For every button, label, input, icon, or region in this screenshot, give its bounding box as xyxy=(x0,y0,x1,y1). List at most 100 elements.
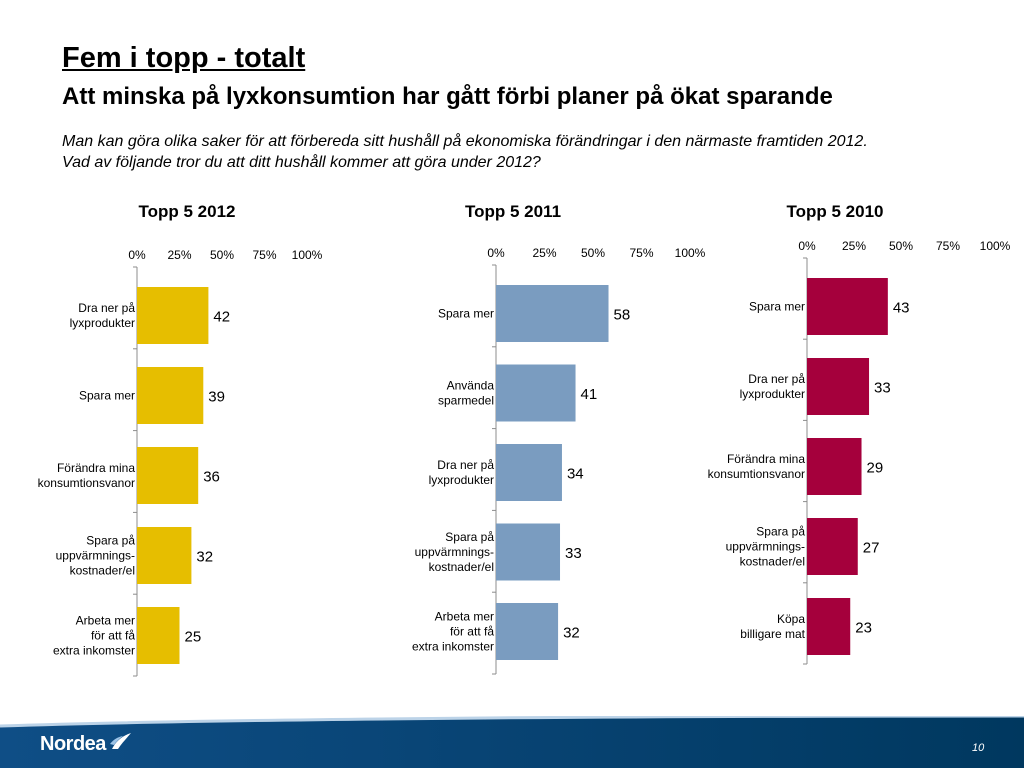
x-tick-label: 100% xyxy=(675,246,706,260)
category-label: Använda sparmedel xyxy=(438,379,494,408)
category-label-line: konsumtionsvanor xyxy=(38,476,135,490)
category-label-line: Dra ner på xyxy=(748,372,805,386)
page-subtitle: Att minska på lyxkonsumtion har gått för… xyxy=(62,83,833,110)
bar xyxy=(496,523,561,581)
bar xyxy=(807,438,862,495)
category-label-line: Spara på xyxy=(445,530,494,544)
data-label: 32 xyxy=(563,625,580,642)
survey-question-line: Vad av följande tror du att ditt hushåll… xyxy=(62,154,541,171)
category-label: Dra ner på lyxprodukter xyxy=(70,301,136,330)
category-label: Förändra mina konsumtionsvanor xyxy=(708,452,806,481)
category-label-line: Dra ner på xyxy=(437,458,494,472)
category-label-line: sparmedel xyxy=(438,394,494,408)
bar xyxy=(137,287,209,344)
data-label: 58 xyxy=(614,307,631,324)
data-label: 27 xyxy=(863,540,880,557)
data-label: 42 xyxy=(213,309,230,326)
page-title: Fem i topp - totalt xyxy=(62,42,306,74)
x-tick-label: 100% xyxy=(292,248,323,262)
category-label-line: lyxprodukter xyxy=(429,473,494,487)
category-label-line: extra inkomster xyxy=(412,640,494,654)
bar xyxy=(137,607,180,664)
category-label-line: Spara mer xyxy=(438,307,494,321)
data-label: 32 xyxy=(196,549,213,566)
category-label-line: Förändra mina xyxy=(727,452,805,466)
x-tick-label: 75% xyxy=(252,248,276,262)
category-label-line: Arbeta mer xyxy=(435,610,494,624)
bar xyxy=(807,598,851,655)
category-label-line: extra inkomster xyxy=(53,644,135,658)
category-label-line: för att få xyxy=(450,625,494,639)
x-tick-label: 50% xyxy=(210,248,234,262)
x-tick-label: 50% xyxy=(581,246,605,260)
bar xyxy=(137,527,192,584)
x-tick-label: 25% xyxy=(532,246,556,260)
bar xyxy=(496,444,562,501)
data-label: 36 xyxy=(203,469,220,486)
x-tick-label: 100% xyxy=(980,239,1011,253)
category-label-line: Använda xyxy=(447,379,495,393)
data-label: 33 xyxy=(874,380,891,397)
category-label: Spara på uppvärmnings-kostnader/el xyxy=(56,534,136,578)
data-label: 33 xyxy=(565,545,582,562)
category-label-line: lyxprodukter xyxy=(740,387,805,401)
data-label: 41 xyxy=(581,386,598,403)
category-label: Dra ner på lyxprodukter xyxy=(740,372,806,401)
survey-question: Man kan göra olika saker för att förbere… xyxy=(62,131,982,173)
x-tick-label: 75% xyxy=(936,239,960,253)
category-label-line: uppvärmnings- xyxy=(415,545,494,559)
x-tick-label: 50% xyxy=(889,239,913,253)
category-label-line: Spara på xyxy=(86,534,135,548)
data-label: 25 xyxy=(185,629,202,646)
bar xyxy=(807,278,888,335)
survey-question-line: Man kan göra olika saker för att förbere… xyxy=(62,133,868,150)
category-label: Spara på uppvärmnings-kostnader/el xyxy=(726,525,806,569)
chart-title: Topp 5 2012 xyxy=(139,202,236,221)
footer-band xyxy=(0,716,1024,768)
x-tick-label: 0% xyxy=(798,239,816,253)
category-label: Köpa billigare mat xyxy=(740,612,805,641)
chart-title: Topp 5 2011 xyxy=(465,202,561,221)
category-label-line: Köpa xyxy=(777,612,805,626)
data-label: 29 xyxy=(867,460,884,477)
category-label: Arbeta mer för att få extra inkomster xyxy=(412,610,494,654)
x-tick-label: 25% xyxy=(842,239,866,253)
category-label-line: konsumtionsvanor xyxy=(708,467,805,481)
bar xyxy=(496,364,576,422)
x-tick-label: 0% xyxy=(128,248,146,262)
category-label: Spara på uppvärmnings-kostnader/el xyxy=(415,530,495,574)
logo-text: Nordea xyxy=(40,733,106,755)
category-label-line: Dra ner på xyxy=(78,301,135,315)
category-label-line: kostnader/el xyxy=(740,555,805,569)
bar xyxy=(496,603,559,660)
category-label-line: Spara mer xyxy=(749,300,805,314)
category-label: Arbeta mer för att få extra inkomster xyxy=(53,614,135,658)
bar xyxy=(807,518,858,575)
bar xyxy=(137,447,199,504)
category-label-line: Arbeta mer xyxy=(76,614,135,628)
data-label: 43 xyxy=(893,300,910,317)
x-tick-label: 75% xyxy=(629,246,653,260)
category-label-line: kostnader/el xyxy=(70,564,135,578)
bar xyxy=(496,285,609,342)
category-label-line: uppvärmnings- xyxy=(56,549,135,563)
bar xyxy=(137,367,204,424)
category-label: Spara mer xyxy=(438,307,494,321)
category-label-line: Spara mer xyxy=(79,389,135,403)
category-label-line: kostnader/el xyxy=(429,560,494,574)
bar xyxy=(807,358,870,415)
x-tick-label: 0% xyxy=(487,246,505,260)
page-number: 10 xyxy=(972,742,985,754)
category-label-line: Förändra mina xyxy=(57,461,135,475)
category-label-line: uppvärmnings- xyxy=(726,540,805,554)
data-label: 39 xyxy=(208,389,225,406)
category-label-line: lyxprodukter xyxy=(70,316,135,330)
category-label: Spara mer xyxy=(79,389,135,403)
category-label: Spara mer xyxy=(749,300,805,314)
sail-icon xyxy=(109,732,131,749)
data-label: 23 xyxy=(855,620,872,637)
category-label-line: billigare mat xyxy=(740,627,805,641)
chart-title: Topp 5 2010 xyxy=(787,202,884,221)
nordea-logo: Nordea xyxy=(40,732,132,756)
